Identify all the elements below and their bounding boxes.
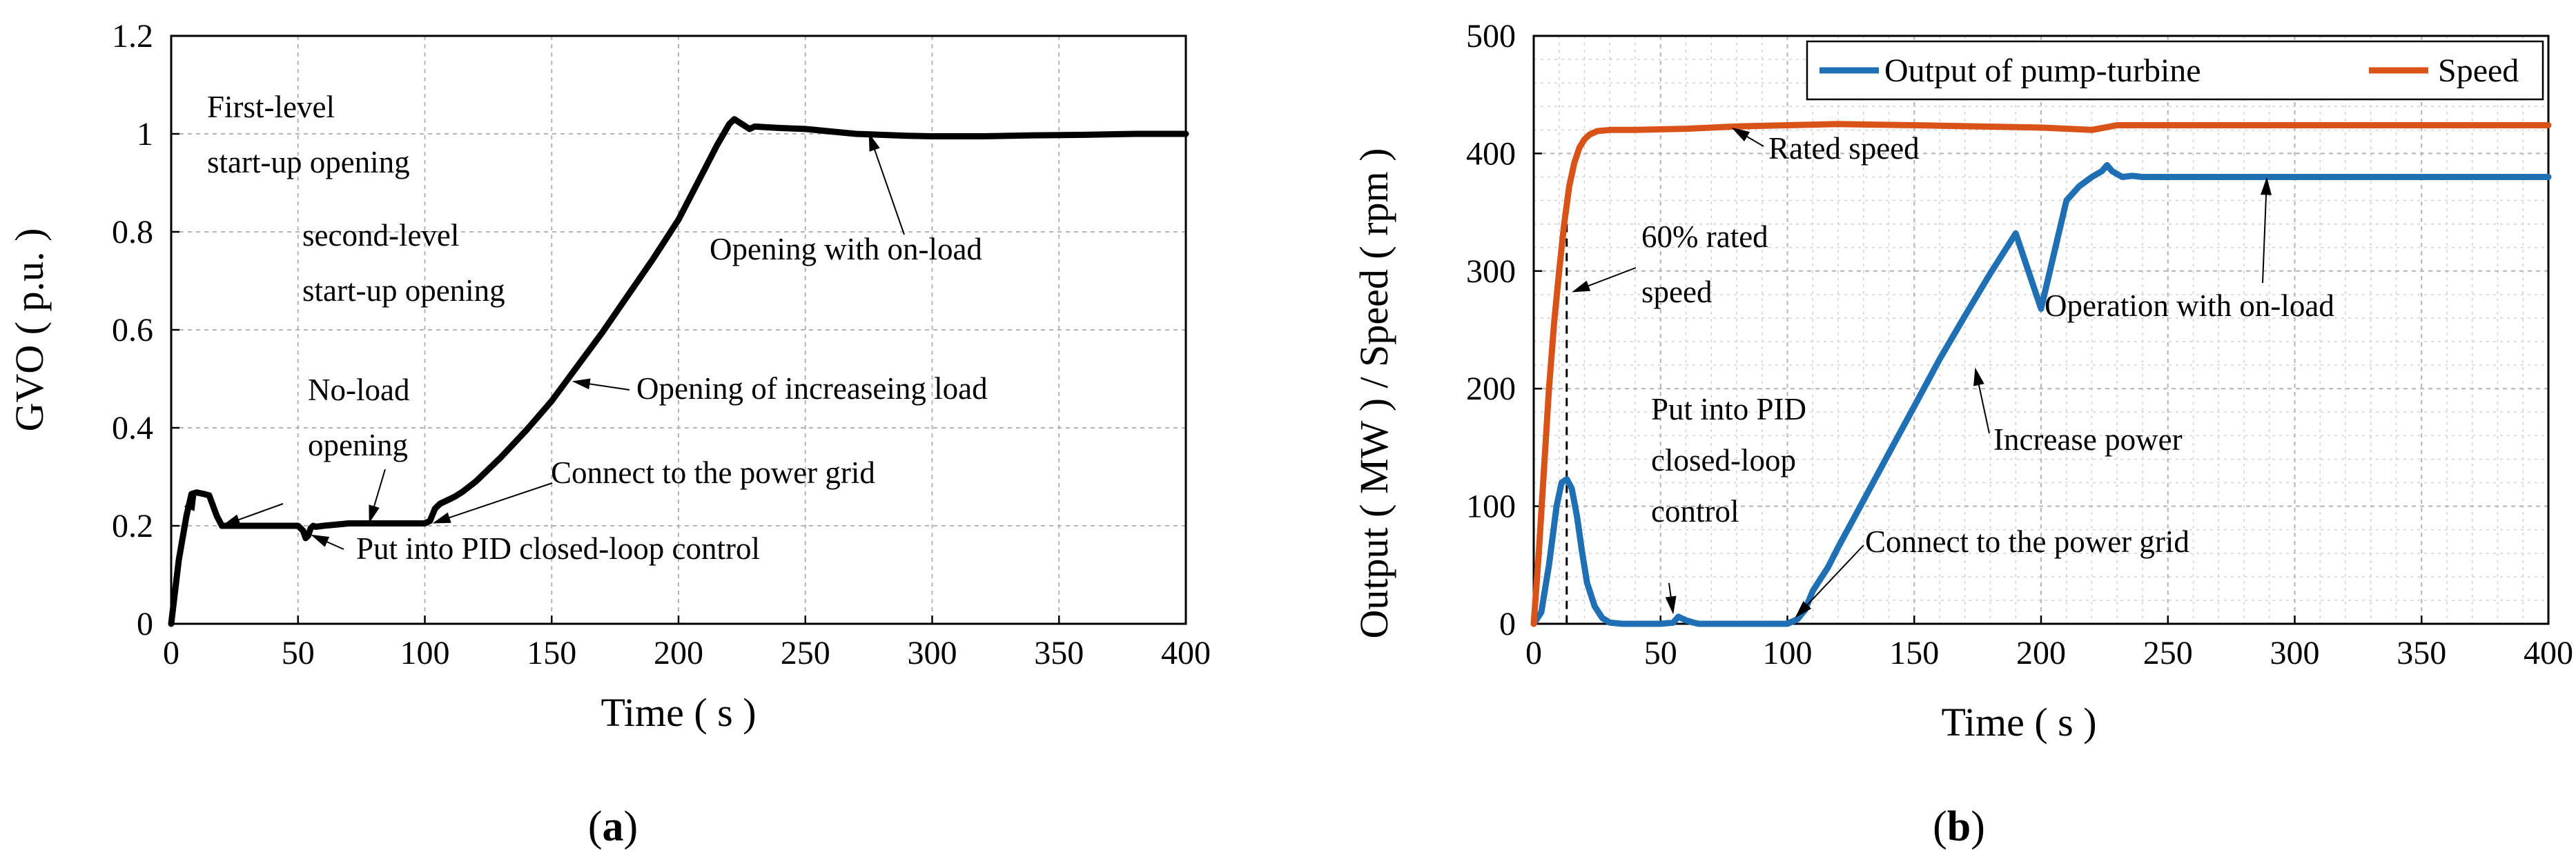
caption-close: ) (1971, 803, 1985, 850)
y-tick-label: 1 (137, 116, 153, 152)
x-tick-label: 350 (2397, 635, 2446, 671)
caption-open: ( (588, 803, 603, 850)
x-tick-label: 100 (1763, 635, 1813, 671)
series-line (168, 116, 1189, 627)
y-tick-label: 200 (1466, 371, 1516, 407)
x-tick-label: 0 (1525, 635, 1542, 671)
annotation-arrow (871, 141, 905, 235)
annotation-arrow (1976, 377, 1990, 434)
y-tick-label: 0 (137, 606, 153, 642)
annotation-text: Connect to the power grid (551, 455, 875, 490)
annotation-arrow (1580, 267, 1637, 290)
y-tick-label: 400 (1466, 135, 1516, 172)
x-tick-label: 0 (163, 635, 179, 671)
arrowhead (222, 514, 241, 526)
arrowhead (572, 378, 591, 390)
y-axis-label: Output ( MW ) / Speed ( rpm ) (1352, 148, 1396, 639)
annotation-text: Put into PID (1651, 392, 1806, 426)
chart-panel-a: GVO ( p.u. ) Time ( s ) (a) 0 50 100 150 200… (7, 18, 1211, 850)
y-tick-label: 0.4 (112, 410, 153, 446)
x-tick-label: 150 (527, 635, 576, 671)
arrowhead (1731, 127, 1750, 141)
legend-label: Speed (2438, 52, 2519, 89)
annotation-text: opening (308, 428, 408, 462)
caption-open: ( (1933, 803, 1947, 850)
annotation-arrow (231, 503, 284, 524)
x-tick-label: 200 (654, 635, 703, 671)
annotation-text: Increase power (1993, 422, 2183, 457)
annotation-text: Put into PID closed-loop control (356, 531, 760, 566)
annotation-text: Opening of increaseing load (636, 371, 988, 406)
panel-caption: (b) (1933, 803, 1985, 850)
annotation-text: Rated speed (1768, 131, 1920, 166)
annotation-text: Operation with on-load (2045, 288, 2334, 323)
annotation-arrow (1801, 544, 1864, 611)
annotation-arrow (2262, 186, 2267, 284)
annotation-text: Connect to the power grid (1865, 524, 2189, 559)
x-tick-label: 400 (1161, 635, 1211, 671)
legend: Output of pump-turbine Speed (1806, 40, 2544, 101)
series-line (1530, 121, 2552, 627)
x-axis-label: Time ( s ) (601, 690, 756, 735)
arrowhead (1795, 601, 1812, 618)
arrowhead (369, 504, 380, 524)
x-tick-label: 150 (1889, 635, 1939, 671)
arrowhead (2261, 177, 2272, 195)
annotation-text: First-level (207, 90, 335, 124)
annotation-text: No-load (308, 373, 409, 407)
y-tick-label: 0.6 (112, 312, 153, 348)
y-tick-label: 100 (1466, 489, 1516, 525)
x-tick-label: 300 (2270, 635, 2320, 671)
y-tick-label: 500 (1466, 18, 1516, 55)
x-tick-label: 400 (2524, 635, 2573, 671)
annotation-text: start-up opening (302, 273, 505, 308)
annotation-text: start-up opening (207, 145, 410, 179)
chart-panel-b: Output ( MW ) / Speed ( rpm ) Time ( s )… (1352, 18, 2573, 850)
arrowhead (1572, 280, 1591, 293)
y-tick-label: 0.8 (112, 214, 153, 250)
x-tick-label: 250 (2143, 635, 2193, 671)
arrowhead (1973, 367, 1984, 386)
legend-label: Output of pump-turbine (1884, 52, 2201, 89)
annotation-text: 60% rated (1641, 219, 1768, 254)
y-tick-label: 0.2 (112, 508, 153, 544)
x-tick-label: 250 (781, 635, 830, 671)
x-axis-label: Time ( s ) (1941, 700, 2096, 745)
arrowhead (184, 492, 197, 511)
y-tick-label: 1.2 (112, 18, 153, 55)
arrowhead (311, 534, 330, 547)
annotation-text: second-level (302, 218, 459, 253)
x-tick-label: 100 (400, 635, 450, 671)
x-tick-label: 50 (1644, 635, 1677, 671)
annotation-text: Opening with on-load (710, 232, 982, 266)
annotation-text: control (1651, 494, 1739, 529)
y-tick-label: 0 (1499, 606, 1516, 642)
y-tick-label: 300 (1466, 253, 1516, 290)
x-tick-label: 50 (282, 635, 315, 671)
y-axis-label: GVO ( p.u. ) (7, 228, 52, 432)
x-tick-label: 300 (908, 635, 957, 671)
panel-caption: (a) (588, 803, 638, 850)
annotation-arrow (441, 482, 553, 521)
arrowhead (1665, 596, 1677, 615)
arrowhead (432, 512, 451, 524)
annotation-text: speed (1641, 275, 1712, 309)
x-tick-label: 350 (1034, 635, 1084, 671)
caption-letter: b (1947, 803, 1971, 850)
caption-close: ) (624, 803, 638, 850)
caption-letter: a (603, 803, 624, 850)
x-tick-label: 200 (2016, 635, 2066, 671)
arrowhead (868, 132, 880, 152)
annotation-text: closed-loop (1651, 443, 1796, 478)
